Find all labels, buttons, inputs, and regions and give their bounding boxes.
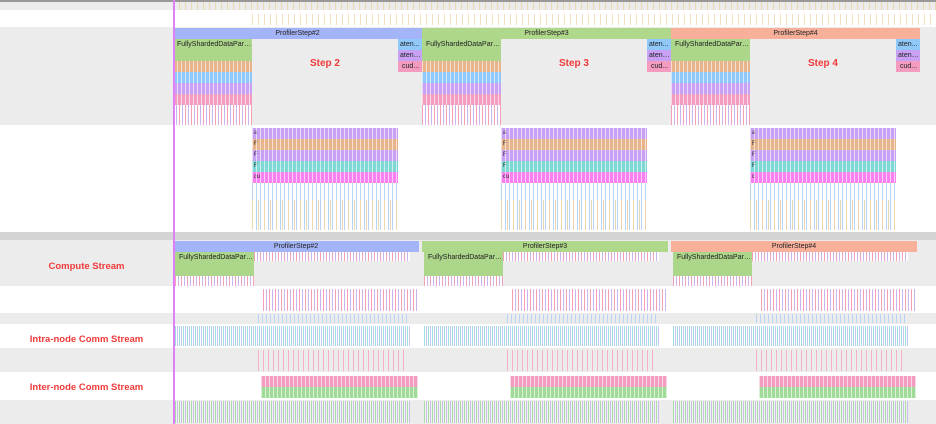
intra-node-stream-label: Intra-node Comm Stream	[29, 334, 144, 345]
flow-ticks	[252, 14, 936, 25]
intra-node-kernels[interactable]	[673, 326, 908, 346]
gpu-fsdp-slice[interactable]: FullyShardedDataParal...	[424, 252, 503, 276]
ruler-ticks	[173, 2, 936, 10]
backward-small-slices-2	[501, 200, 647, 230]
step-annotation: Step 4	[807, 58, 838, 69]
idle-region	[501, 39, 647, 125]
slice-separators	[422, 61, 501, 105]
small-slices[interactable]	[173, 105, 252, 125]
gpu-track-b	[0, 313, 936, 324]
gpu-kernels[interactable]	[503, 252, 659, 261]
gpu-fsdp-slice[interactable]: FullyShardedDataParal...	[175, 252, 254, 276]
profiler-step-slice[interactable]: ProfilerStep#2	[173, 28, 422, 39]
gpu-track-b-kernels[interactable]	[507, 314, 657, 323]
cuda-slice[interactable]: cud...	[647, 61, 671, 72]
inter-node-separators	[261, 376, 418, 398]
inter-node-separators	[759, 376, 916, 398]
aten-slice[interactable]: aten...	[398, 39, 422, 50]
backward-small-slices-2	[750, 200, 896, 230]
gpu-track-d-kernels[interactable]	[175, 401, 410, 423]
backward-slice-separators	[501, 128, 647, 183]
gpu-track-d-kernels[interactable]	[673, 401, 908, 423]
idle-region	[750, 39, 896, 125]
gpu-track-b-kernels[interactable]	[756, 314, 906, 323]
section-divider[interactable]	[0, 232, 936, 240]
fsdp-forward-slice[interactable]: FullyShardedDataParal...	[173, 39, 252, 61]
slice-separators	[671, 61, 750, 105]
gpu-track-c-kernels[interactable]	[507, 350, 657, 371]
cuda-slice[interactable]: cud...	[398, 61, 422, 72]
step-annotation: Step 3	[558, 58, 589, 69]
inter-node-separators	[510, 376, 667, 398]
time-cursor[interactable]	[173, 0, 175, 424]
gpu-profiler-step-slice[interactable]: ProfilerStep#3	[422, 241, 668, 252]
backward-small-slices-2	[252, 200, 398, 230]
gpu-kernels[interactable]	[254, 252, 410, 261]
backward-slice-separators	[750, 128, 896, 183]
small-slices[interactable]	[671, 105, 750, 125]
idle-region	[252, 39, 398, 125]
gpu-kernels-pink[interactable]	[673, 276, 752, 286]
gpu-profiler-step-slice[interactable]: ProfilerStep#2	[173, 241, 419, 252]
aten-slice[interactable]: aten...	[896, 39, 920, 50]
gpu-kernels-pink[interactable]	[424, 276, 503, 286]
backward-slice-separators	[252, 128, 398, 183]
gpu-profiler-step-slice[interactable]: ProfilerStep#4	[671, 241, 917, 252]
aten-slice[interactable]: aten...	[647, 39, 671, 50]
gpu-track-c-kernels[interactable]	[756, 350, 906, 371]
inter-node-stream-label: Inter-node Comm Stream	[29, 382, 144, 393]
aten-slice[interactable]: aten::...	[647, 50, 671, 61]
gpu-track-d-kernels[interactable]	[424, 401, 659, 423]
fsdp-forward-slice[interactable]: FullyShardedDataParal...	[671, 39, 750, 61]
intra-node-kernels[interactable]	[175, 326, 410, 346]
aten-slice[interactable]: aten::...	[896, 50, 920, 61]
small-slices[interactable]	[422, 105, 501, 125]
gpu-kernels-pink[interactable]	[175, 276, 254, 286]
gpu-track-b-kernels[interactable]	[258, 314, 408, 323]
compute-stream-label: Compute Stream	[48, 261, 125, 272]
gpu-fsdp-slice[interactable]: FullyShardedDataParal...	[673, 252, 752, 276]
gpu-track-a-kernels[interactable]	[263, 289, 418, 311]
gpu-kernels[interactable]	[752, 252, 908, 261]
gpu-track-a-kernels[interactable]	[761, 289, 916, 311]
fsdp-forward-slice[interactable]: FullyShardedDataParal...	[422, 39, 501, 61]
gpu-track-a-kernels[interactable]	[512, 289, 667, 311]
slice-separators	[173, 61, 252, 105]
aten-slice[interactable]: aten::...	[398, 50, 422, 61]
gpu-track-c-kernels[interactable]	[258, 350, 408, 371]
step-annotation: Step 2	[309, 58, 340, 69]
intra-node-kernels[interactable]	[424, 326, 659, 346]
profiler-step-slice[interactable]: ProfilerStep#4	[671, 28, 920, 39]
profiler-step-slice[interactable]: ProfilerStep#3	[422, 28, 671, 39]
cuda-slice[interactable]: cud...	[896, 61, 920, 72]
